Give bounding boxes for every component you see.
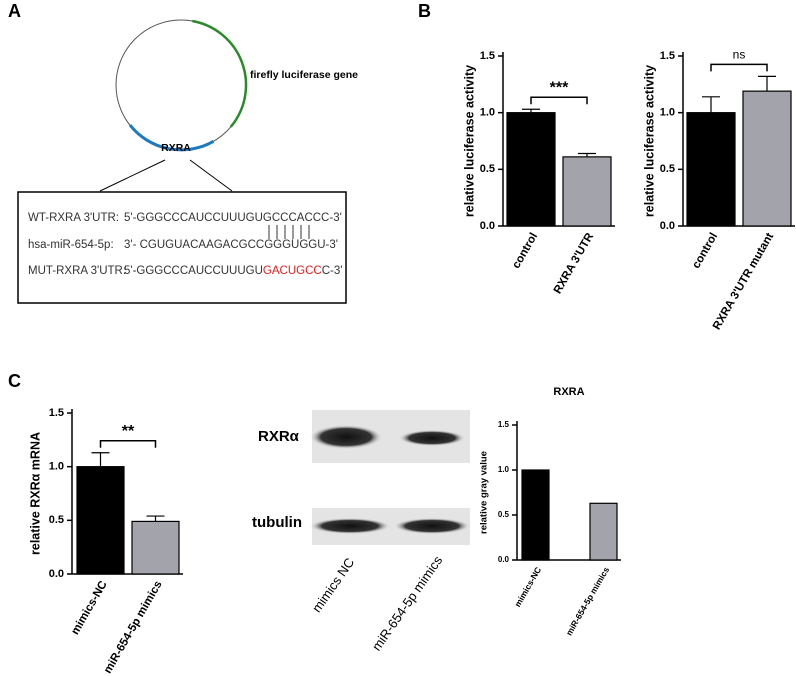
pairing-lines xyxy=(268,225,310,239)
row-name: hsa-miR-654-5p: xyxy=(28,239,114,251)
y-tick-label: 1.0 xyxy=(480,107,495,119)
row-name: MUT-RXRA 3'UTR: xyxy=(28,265,126,277)
bar xyxy=(506,112,556,227)
y-tick-label: 1.5 xyxy=(480,50,495,62)
y-tick-label: 0.0 xyxy=(480,220,495,232)
sequence: 5'-GGGCCCAUCCUUUGUGACUGCCC-3' xyxy=(124,265,342,277)
y-tick-label: 1.0 xyxy=(498,465,510,474)
bar xyxy=(589,502,618,561)
band-label: RXRα xyxy=(258,428,300,445)
chart-title: RXRA xyxy=(553,386,584,398)
y-tick-label: 1.5 xyxy=(498,420,510,429)
rxra-arc xyxy=(128,124,215,152)
mutated-part: GACUGCC xyxy=(263,265,322,277)
lane-label: miR-654-5p mimics xyxy=(369,553,446,654)
sequence: 3'- CGUGUACAAGACGCCGGGUGGU-3' xyxy=(124,239,338,251)
bar xyxy=(76,466,125,575)
y-tick-label: 1.5 xyxy=(49,407,64,419)
y-axis-label: relative RXRα mRNA xyxy=(28,432,42,555)
band xyxy=(399,430,465,446)
band xyxy=(310,425,382,449)
y-axis-label: relative gray value xyxy=(479,451,490,534)
y-tick-label: 0.0 xyxy=(49,568,64,580)
seq-part: 5'-GGGCCCAUCCUUUGU xyxy=(124,265,263,277)
gene-label: firefly luciferase gene xyxy=(250,69,358,81)
y-tick-label: 0.5 xyxy=(498,510,510,519)
x-tick-label: miR-654-5p mimics xyxy=(102,579,165,676)
zoom-line xyxy=(99,159,166,192)
y-tick-label: 0.5 xyxy=(49,514,64,526)
seq-part: C-3' xyxy=(322,265,343,277)
lane-label: mimics NC xyxy=(309,555,357,615)
bar xyxy=(686,112,736,227)
band-label: tubulin xyxy=(252,514,302,531)
panel-label: A xyxy=(8,1,21,21)
y-tick-label: 0.5 xyxy=(660,163,675,175)
panel-label: C xyxy=(8,371,21,391)
y-tick-label: 0.5 xyxy=(480,163,495,175)
x-tick-label: miR-654-5p mimics xyxy=(564,565,612,637)
row-name: WT-RXRA 3'UTR: xyxy=(28,212,119,224)
significance-bracket xyxy=(710,63,768,72)
x-tick-label: RXRA 3'UTR xyxy=(552,230,597,296)
significance-bracket xyxy=(530,96,588,105)
panel-label: B xyxy=(418,1,431,21)
band xyxy=(310,518,390,534)
y-tick-label: 0.0 xyxy=(498,555,510,564)
bar xyxy=(562,156,612,227)
band xyxy=(394,518,470,534)
bar xyxy=(131,520,180,575)
x-tick-label: RXRA 3'UTR mutant xyxy=(711,231,776,332)
y-tick-label: 1.0 xyxy=(49,461,64,473)
significance-bracket xyxy=(99,439,157,448)
luciferase-arc xyxy=(192,19,248,128)
significance: ns xyxy=(733,48,746,62)
zoom-line xyxy=(189,159,233,192)
sequence-box xyxy=(17,191,347,304)
x-tick-label: control xyxy=(510,231,540,271)
y-tick-label: 1.0 xyxy=(660,107,675,119)
bar xyxy=(521,469,550,561)
insert-label: RXRA xyxy=(161,142,191,154)
significance: ** xyxy=(122,423,135,440)
bar xyxy=(742,90,792,227)
y-axis-label: relative luciferase activity xyxy=(642,65,656,217)
x-tick-label: mimics-NC xyxy=(512,565,543,608)
significance: *** xyxy=(550,79,569,96)
y-axis-label: relative luciferase activity xyxy=(462,65,476,217)
y-tick-label: 0.0 xyxy=(660,220,675,232)
y-tick-label: 1.5 xyxy=(660,50,675,62)
x-tick-label: mimics-NC xyxy=(69,579,109,637)
sequence: 5'-GGGCCCAUCCUUUGUGCCCACCC-3' xyxy=(124,212,342,224)
x-tick-label: control xyxy=(690,231,720,271)
